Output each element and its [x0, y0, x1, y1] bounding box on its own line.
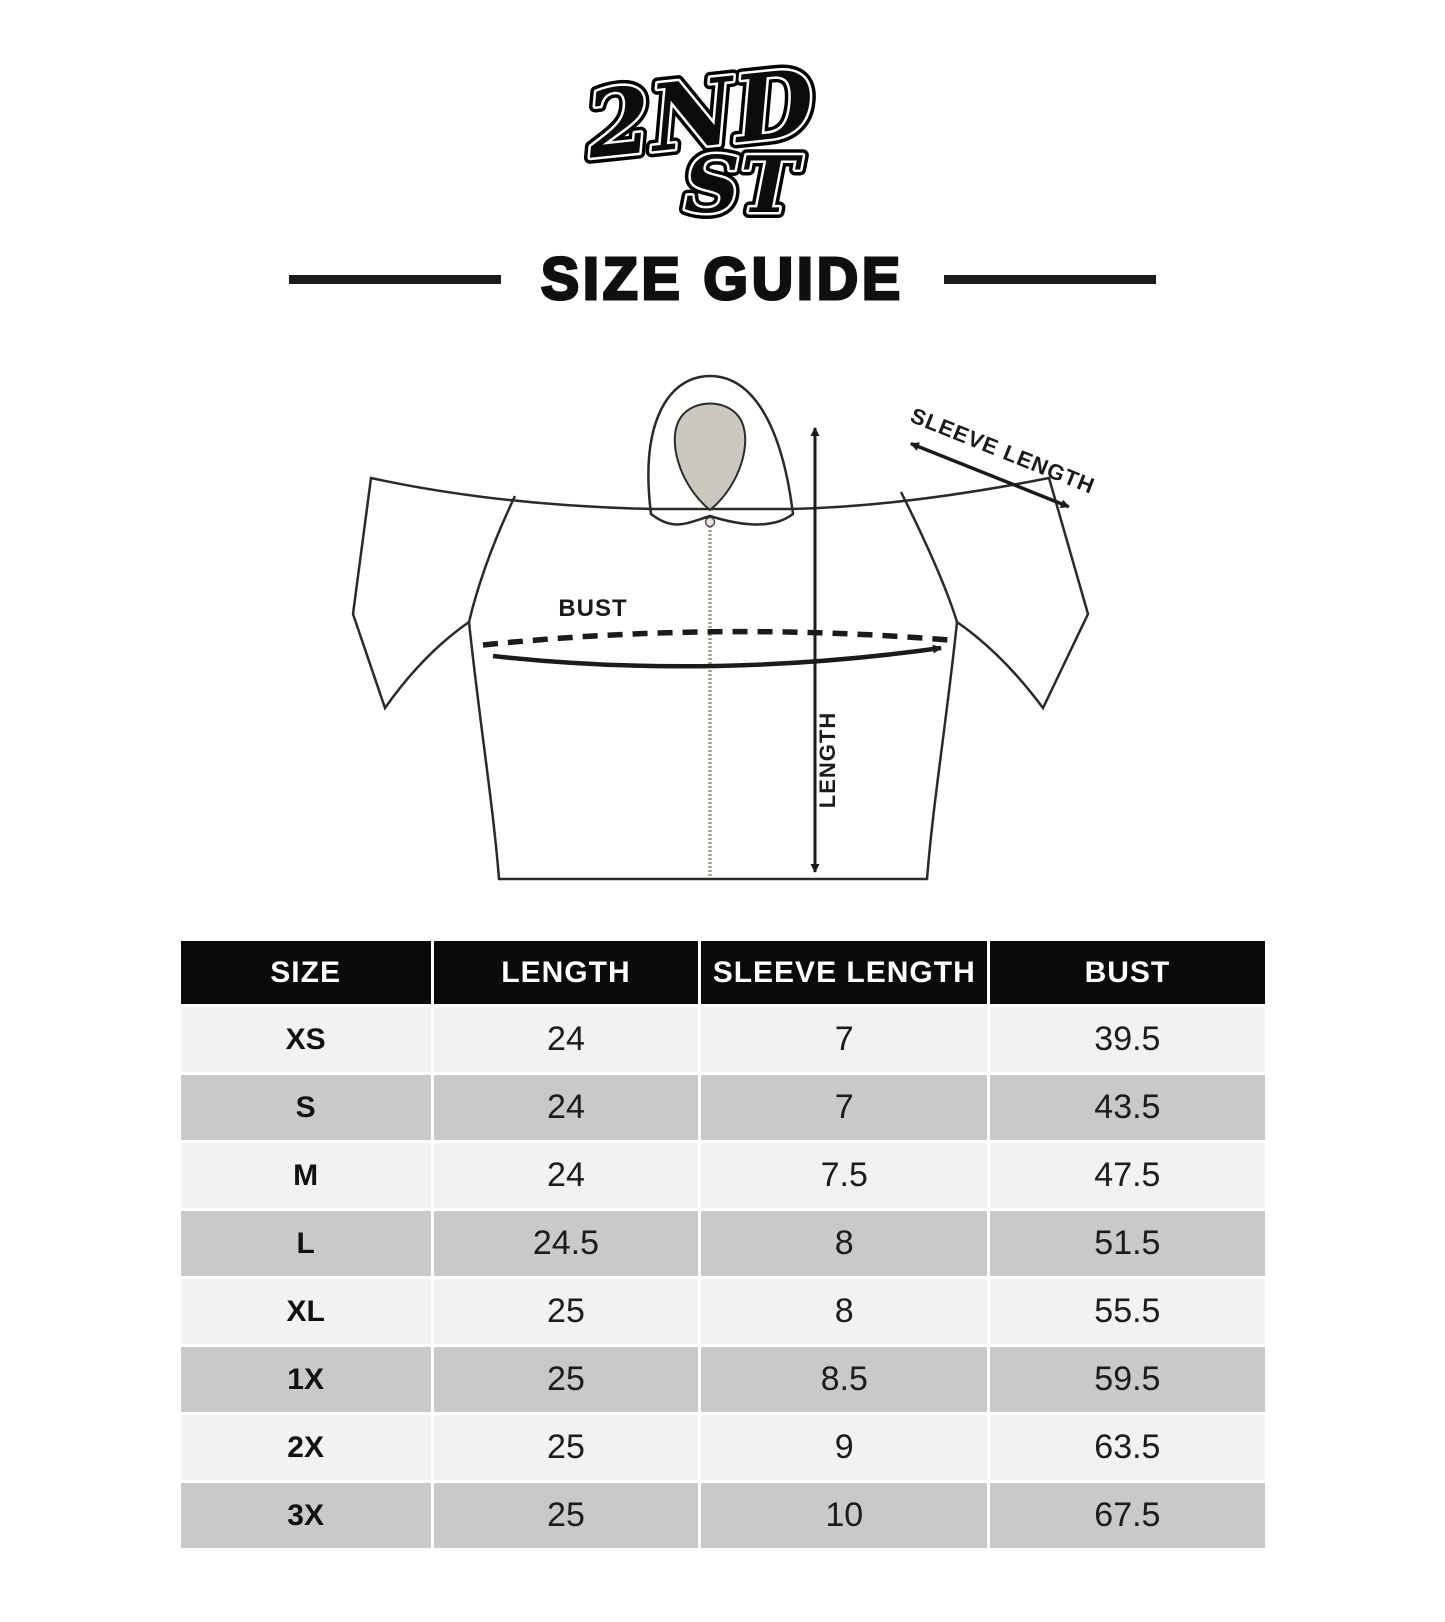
bust-cell: 67.5 [987, 1480, 1268, 1551]
table-row-m: M 24 7.5 47.5 [177, 1140, 1268, 1211]
table-row-xl: XL 25 8 55.5 [177, 1276, 1268, 1347]
sleeve-length-cell: 9 [698, 1412, 991, 1483]
length-cell: 25 [430, 1276, 702, 1347]
bust-cell: 43.5 [987, 1072, 1268, 1143]
table-row-2x: 2X 25 9 63.5 [177, 1412, 1268, 1483]
sleeve-length-cell: 10 [698, 1480, 991, 1551]
size-cell: S [177, 1072, 434, 1143]
sleeve-length-cell: 7 [698, 1004, 991, 1075]
table-row-s: S 24 7 43.5 [177, 1072, 1268, 1143]
sleeve-length-cell: 8 [698, 1276, 991, 1347]
title-row: SIZE GUIDE [288, 244, 1157, 314]
bust-cell: 55.5 [987, 1276, 1268, 1347]
length-label: LENGTH [815, 712, 840, 808]
size-cell: L [177, 1208, 434, 1279]
svg-text:2ND: 2ND [583, 48, 820, 179]
sleeve-length-cell: 7.5 [698, 1140, 991, 1211]
sleeve-length-group: SLEEVE LENGTH [907, 403, 1099, 509]
brand-logo-word-bottom: ST ST ST [677, 134, 808, 230]
table-header-row: SIZE LENGTH SLEEVE LENGTH BUST [177, 938, 1268, 1007]
size-table: SIZE LENGTH SLEEVE LENGTH BUST XS 24 7 39.5 S 24… [177, 938, 1268, 1551]
neck-opening [673, 402, 746, 512]
logo-text-st: ST [683, 140, 802, 230]
size-cell: M [177, 1140, 434, 1211]
svg-text:2ND: 2ND [583, 48, 820, 179]
right-sleeve-seam [899, 491, 958, 623]
svg-text:ST: ST [683, 140, 802, 230]
sleeve-length-label: SLEEVE LENGTH [907, 403, 1099, 499]
bust-cell: 47.5 [987, 1140, 1268, 1211]
bust-cell: 51.5 [987, 1208, 1268, 1279]
length-cell: 24.5 [430, 1208, 702, 1279]
column-header-sleeve-length: SLEEVE LENGTH [698, 938, 991, 1007]
svg-text:ST: ST [683, 140, 802, 230]
size-cell: 3X [177, 1480, 434, 1551]
size-cell: XL [177, 1276, 434, 1347]
shirt-body [351, 476, 1089, 881]
bust-line-solid [492, 644, 942, 669]
table-row-l: L 24.5 8 51.5 [177, 1208, 1268, 1279]
sleeve-length-cell: 7 [698, 1072, 991, 1143]
brand-logo: 2ND 2ND 2ND ST ST ST [583, 42, 826, 230]
page-title: SIZE GUIDE [539, 244, 905, 314]
length-cell: 25 [430, 1344, 702, 1415]
title-rule-left [288, 274, 501, 284]
sleeve-length-cell: 8 [698, 1208, 991, 1279]
column-header-bust: BUST [987, 938, 1268, 1007]
table-row-1x: 1X 25 8.5 59.5 [177, 1344, 1268, 1415]
table-row-xs: XS 24 7 39.5 [177, 1004, 1268, 1075]
brand-logo-word-top: 2ND 2ND 2ND [583, 42, 826, 185]
bust-label: BUST [558, 595, 627, 622]
bust-line-dashed [482, 628, 949, 648]
column-header-size: SIZE [177, 938, 434, 1007]
bust-cell: 39.5 [987, 1004, 1268, 1075]
size-cell: XS [177, 1004, 434, 1075]
bust-cell: 63.5 [987, 1412, 1268, 1483]
size-cell: 1X [177, 1344, 434, 1415]
collar [646, 374, 794, 526]
table-row-3x: 3X 25 10 67.5 [177, 1480, 1268, 1551]
left-sleeve-seam [467, 495, 516, 623]
bust-cell: 59.5 [987, 1344, 1268, 1415]
size-cell: 2X [177, 1412, 434, 1483]
length-cell: 25 [430, 1480, 702, 1551]
length-cell: 24 [430, 1004, 702, 1075]
title-rule-right [944, 274, 1157, 284]
sleeve-length-arrow [909, 441, 1070, 509]
length-cell: 25 [430, 1412, 702, 1483]
shirt-measurement-diagram: BUST LENGTH SLEEVE LENGTH [351, 374, 1099, 881]
zipper-pull-icon [704, 516, 715, 528]
sleeve-length-cell: 8.5 [698, 1344, 991, 1415]
length-cell: 24 [430, 1140, 702, 1211]
column-header-length: LENGTH [430, 938, 702, 1007]
length-cell: 24 [430, 1072, 702, 1143]
